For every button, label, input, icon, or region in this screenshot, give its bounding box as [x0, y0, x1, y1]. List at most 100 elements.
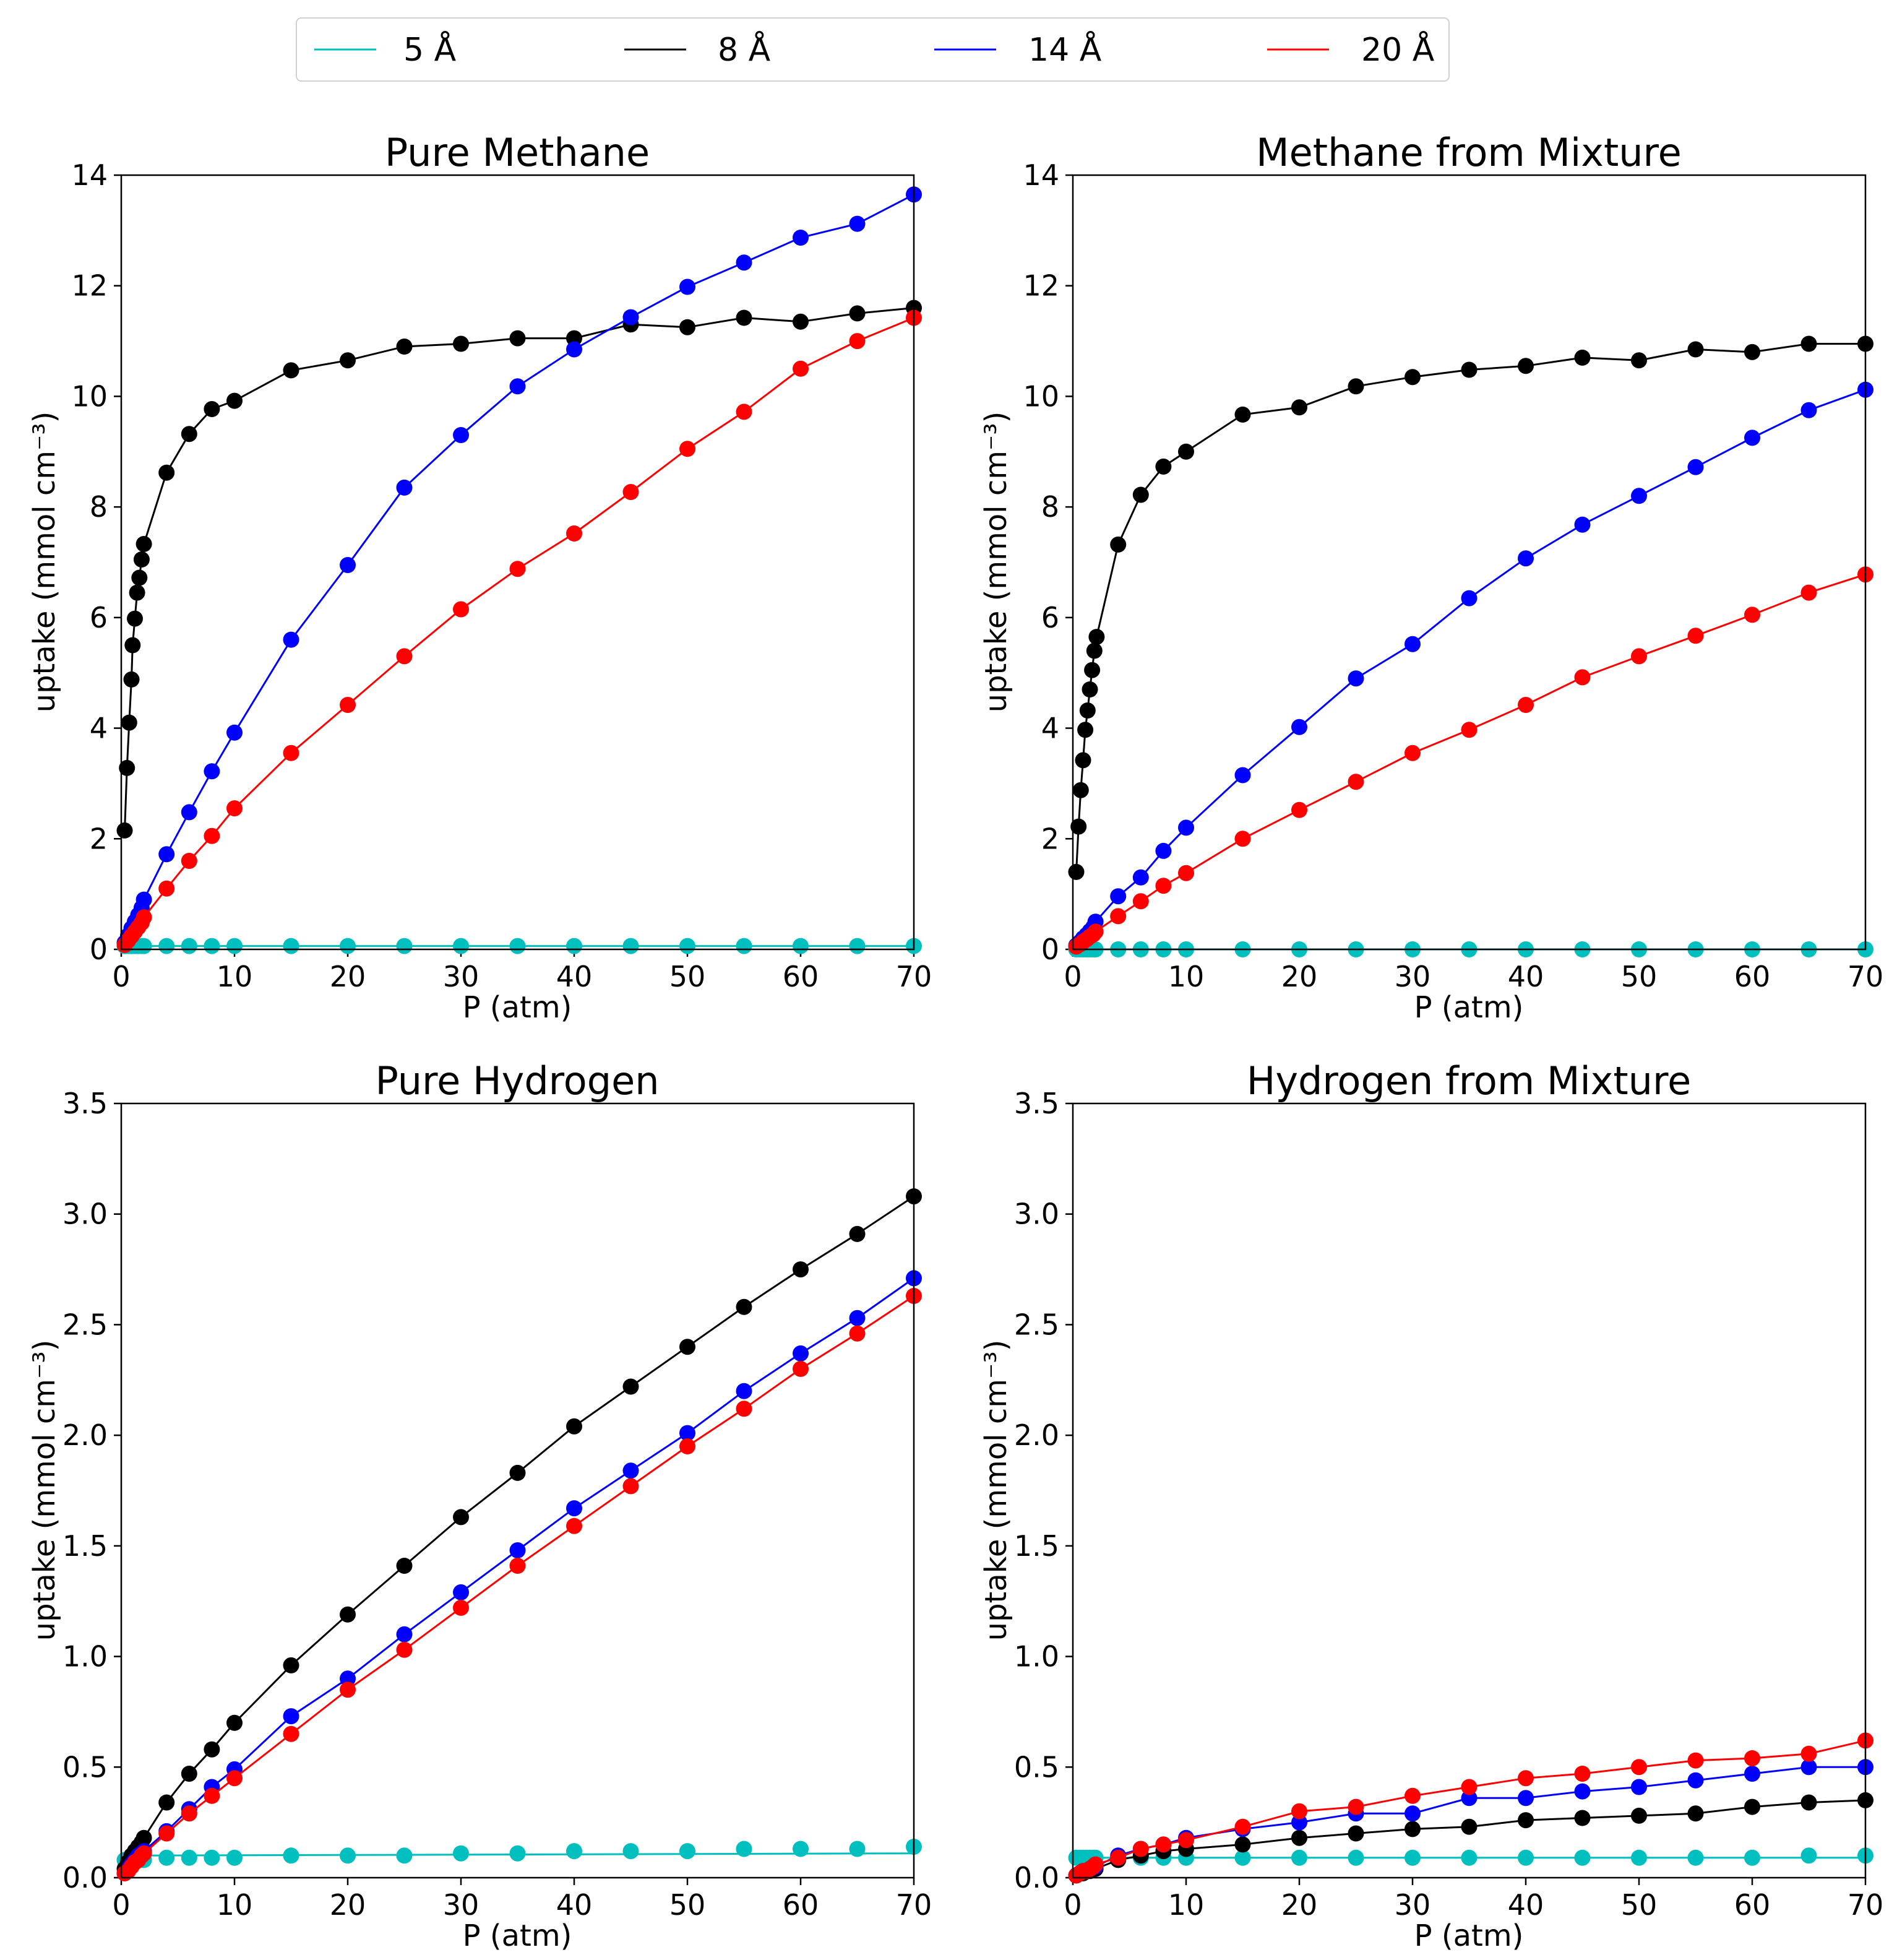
- data-point-20: [1461, 722, 1478, 738]
- data-point-8: [1070, 818, 1087, 835]
- data-point-14: [340, 1670, 356, 1687]
- data-point-8: [1084, 662, 1101, 678]
- y-tick-label: 4: [1041, 712, 1059, 745]
- data-point-20: [136, 909, 152, 926]
- data-point-8: [1518, 358, 1534, 374]
- data-point-8: [116, 822, 133, 839]
- data-point-20: [1234, 1818, 1251, 1835]
- legend-label-20a: 20 Å: [1361, 30, 1435, 69]
- data-point-5: [679, 1843, 695, 1860]
- y-tick-label: 0: [90, 933, 108, 966]
- x-tick-label: 60: [1734, 1888, 1771, 1922]
- y-tick-label: 0.5: [1014, 1750, 1059, 1784]
- data-point-8: [1079, 702, 1096, 719]
- data-point-5: [158, 1849, 175, 1866]
- y-tick-label: 1.0: [62, 1640, 108, 1673]
- data-point-14: [1631, 488, 1647, 504]
- data-point-8: [226, 1714, 243, 1731]
- data-point-5: [1518, 1849, 1534, 1866]
- data-point-14: [566, 341, 582, 358]
- data-point-14: [1348, 670, 1364, 687]
- data-point-14: [226, 724, 243, 741]
- data-point-20: [1087, 1856, 1104, 1873]
- legend-label-5a: 5 Å: [403, 30, 457, 69]
- data-point-8: [1800, 1794, 1817, 1811]
- data-point-8: [1082, 681, 1098, 697]
- x-tick-label: 60: [1734, 960, 1771, 993]
- data-point-20: [566, 1517, 582, 1534]
- data-point-14: [396, 1626, 413, 1643]
- data-point-8: [793, 313, 809, 330]
- data-point-20: [736, 404, 752, 420]
- data-point-20: [1155, 1836, 1172, 1853]
- x-tick-label: 40: [1508, 1888, 1544, 1922]
- data-point-20: [283, 745, 299, 761]
- y-tick-label: 10: [1023, 379, 1059, 413]
- data-point-20: [1110, 908, 1127, 925]
- data-point-8: [1461, 1818, 1478, 1835]
- data-point-20: [226, 1770, 243, 1787]
- y-tick-label: 3.5: [62, 1087, 108, 1120]
- data-point-20: [736, 1401, 752, 1417]
- data-point-5: [1291, 1849, 1307, 1866]
- data-point-8: [136, 1829, 152, 1846]
- data-point-20: [1404, 745, 1421, 761]
- data-point-14: [1155, 842, 1172, 859]
- legend-label-14a: 14 Å: [1028, 30, 1102, 69]
- x-tick-label: 30: [443, 960, 480, 993]
- data-point-8: [736, 1298, 752, 1315]
- data-point-20: [1087, 923, 1104, 940]
- data-point-8: [1234, 1836, 1251, 1853]
- x-tick-label: 10: [217, 960, 253, 993]
- data-point-8: [204, 1741, 220, 1758]
- data-point-8: [793, 1261, 809, 1278]
- legend-item-5a: 5 Å: [314, 30, 457, 69]
- data-point-8: [131, 569, 148, 586]
- y-tick-label: 12: [1023, 269, 1059, 303]
- data-point-20: [1800, 1745, 1817, 1762]
- x-tick-label: 40: [556, 960, 593, 993]
- data-point-8: [1631, 352, 1647, 369]
- panel-pure-hydrogen: Pure Hydrogen 0 10 20 30 40 50 60 70 0.0 0.5 1.0 1.…: [27, 1058, 932, 1953]
- x-tick-label: 70: [896, 1888, 932, 1922]
- axes-frame: [1072, 1102, 1867, 1879]
- y-axis-label: uptake (mmol cm⁻³): [979, 412, 1013, 713]
- x-tick-label: 70: [1848, 960, 1884, 993]
- x-tick-label: 50: [669, 960, 706, 993]
- y-axis-label: uptake (mmol cm⁻³): [27, 412, 62, 713]
- y-tick-label: 8: [90, 490, 108, 524]
- data-point-14: [1574, 1783, 1591, 1800]
- y-tick-label: 2.5: [1014, 1308, 1059, 1341]
- data-point-8: [181, 1766, 197, 1782]
- data-point-20: [181, 1805, 197, 1822]
- data-point-8: [127, 610, 143, 627]
- data-point-20: [1631, 648, 1647, 665]
- data-point-14: [509, 378, 526, 395]
- x-tick-label: 40: [556, 1888, 593, 1922]
- y-tick-label: 2.0: [1014, 1418, 1059, 1452]
- x-tick-label: 30: [443, 1888, 480, 1922]
- y-tick-label: 6: [1041, 601, 1059, 634]
- data-point-14: [849, 1310, 866, 1326]
- data-point-14: [1744, 1766, 1760, 1782]
- x-axis-label: P (atm): [1414, 990, 1524, 1025]
- data-point-14: [849, 215, 866, 232]
- data-point-20: [453, 601, 469, 618]
- y-axis-label: uptake (mmol cm⁻³): [27, 1340, 62, 1641]
- x-tick-label: 0: [1064, 960, 1082, 993]
- y-tick-label: 6: [90, 601, 108, 634]
- data-point-14: [1291, 1814, 1307, 1831]
- data-point-8: [1574, 1810, 1591, 1826]
- data-point-20: [1744, 607, 1760, 623]
- data-point-14: [679, 278, 695, 295]
- data-point-14: [1800, 402, 1817, 418]
- data-point-8: [283, 362, 299, 379]
- data-point-14: [793, 1345, 809, 1362]
- data-point-14: [622, 309, 639, 326]
- data-point-8: [396, 1558, 413, 1574]
- data-point-20: [1291, 1803, 1307, 1820]
- y-tick-label: 14: [71, 158, 108, 192]
- axes-frame: [120, 174, 915, 951]
- data-point-5: [1744, 1849, 1760, 1866]
- x-tick-label: 0: [1064, 1888, 1082, 1922]
